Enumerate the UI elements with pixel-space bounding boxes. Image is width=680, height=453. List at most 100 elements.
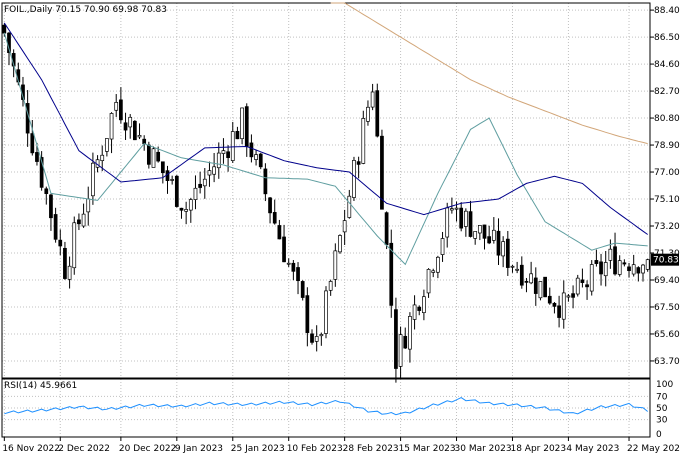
candle-body bbox=[258, 153, 263, 168]
candle-body bbox=[324, 290, 328, 334]
candle-body bbox=[389, 242, 394, 306]
moving-average-line bbox=[3, 32, 648, 266]
x-tick-label: 15 Mar 2023 bbox=[399, 444, 456, 453]
candle-body bbox=[100, 154, 105, 161]
candle-body bbox=[174, 175, 179, 207]
candle-body bbox=[35, 152, 39, 162]
candle-body bbox=[249, 142, 254, 158]
candle-body bbox=[370, 91, 375, 108]
candle-body bbox=[524, 281, 529, 283]
candle-body bbox=[515, 268, 520, 271]
candle-body bbox=[622, 262, 627, 265]
symbol-header: FOIL.,Daily 70.15 70.90 69.98 70.83 bbox=[4, 5, 167, 15]
candle-body bbox=[580, 279, 585, 283]
candle-body bbox=[291, 262, 296, 272]
y-tick-label: 65.60 bbox=[654, 330, 680, 340]
x-tick-label: 20 Dec 2022 bbox=[119, 444, 177, 453]
candle-body bbox=[146, 144, 151, 165]
candle-body bbox=[408, 316, 412, 350]
candle-body bbox=[599, 261, 603, 275]
candle-body bbox=[314, 336, 319, 342]
candle-body bbox=[310, 333, 314, 343]
candle-body bbox=[403, 335, 408, 349]
candle-body bbox=[463, 210, 468, 227]
y-tick-label: 77.00 bbox=[654, 168, 680, 178]
candle-body bbox=[552, 302, 557, 307]
candlestick-series bbox=[2, 23, 650, 383]
candle-body bbox=[575, 277, 580, 295]
y-tick-label: 67.50 bbox=[654, 303, 680, 313]
candle-body bbox=[482, 224, 487, 239]
candle-body bbox=[184, 209, 189, 212]
candle-body bbox=[366, 106, 370, 122]
x-tick-label: 16 Nov 2022 bbox=[2, 444, 60, 453]
candle-body bbox=[529, 273, 533, 284]
candle-body bbox=[254, 154, 258, 160]
candle-body bbox=[2, 24, 7, 34]
candle-body bbox=[216, 152, 221, 169]
candle-body bbox=[342, 220, 347, 233]
candle-body bbox=[230, 131, 235, 161]
candle-body bbox=[519, 264, 524, 286]
candle-body bbox=[468, 211, 473, 237]
candle-body bbox=[538, 281, 543, 299]
x-tick-label: 10 Feb 2023 bbox=[287, 444, 343, 453]
rsi-tick-label: 50 bbox=[656, 404, 668, 414]
moving-average-line bbox=[3, 22, 648, 235]
candle-body bbox=[207, 170, 212, 176]
candle-body bbox=[328, 281, 333, 291]
candle-body bbox=[105, 138, 109, 152]
candle-body bbox=[571, 293, 575, 298]
candle-body bbox=[160, 161, 165, 174]
candle-body bbox=[543, 276, 547, 298]
y-tick-label: 86.50 bbox=[654, 33, 680, 43]
candle-body bbox=[39, 157, 44, 188]
candle-body bbox=[151, 148, 156, 168]
candle-body bbox=[58, 239, 63, 247]
candle-body bbox=[67, 265, 72, 280]
candle-body bbox=[426, 269, 431, 294]
candle-body bbox=[491, 229, 496, 241]
candle-body bbox=[193, 187, 198, 200]
candle-body bbox=[305, 295, 310, 333]
candle-body bbox=[202, 178, 207, 187]
candle-body bbox=[645, 259, 650, 270]
candle-body bbox=[221, 150, 226, 154]
candle-body bbox=[119, 99, 123, 121]
moving-average-line bbox=[330, 2, 648, 145]
price-axis-labels: 88.40 86.50 84.60 82.70 80.80 78.90 77.00 75.10… bbox=[650, 6, 680, 367]
candle-body bbox=[440, 238, 445, 255]
candle-body bbox=[394, 309, 398, 369]
candle-body bbox=[132, 120, 137, 141]
y-tick-label: 75.10 bbox=[654, 195, 680, 205]
y-tick-label: 84.60 bbox=[654, 60, 680, 70]
candle-body bbox=[188, 199, 193, 211]
candle-body bbox=[627, 266, 631, 272]
y-tick-label: 78.90 bbox=[654, 141, 680, 151]
rsi-series-line bbox=[4, 397, 649, 416]
rsi-tick-label: 30 bbox=[656, 416, 668, 426]
candle-body bbox=[510, 265, 515, 268]
rsi-line bbox=[4, 397, 649, 416]
x-tick-label: 28 Feb 2023 bbox=[343, 444, 399, 453]
candle-body bbox=[459, 207, 464, 229]
candle-body bbox=[347, 195, 352, 218]
price-pane-frame bbox=[1, 2, 651, 379]
candle-body bbox=[198, 183, 202, 188]
candle-body bbox=[179, 207, 184, 211]
candle-body bbox=[641, 264, 645, 274]
candle-body bbox=[384, 212, 389, 246]
candle-body bbox=[319, 334, 324, 337]
candle-body bbox=[263, 168, 268, 195]
candle-body bbox=[594, 260, 599, 264]
candle-body bbox=[77, 219, 81, 225]
candle-body bbox=[272, 212, 277, 224]
candle-body bbox=[296, 267, 300, 282]
candle-body bbox=[53, 214, 58, 240]
rsi-axis-labels: 100 70 50 30 0 bbox=[656, 380, 673, 440]
candle-body bbox=[454, 207, 459, 210]
x-tick-label: 18 Apr 2023 bbox=[510, 444, 566, 453]
rsi-tick-label: 0 bbox=[656, 430, 662, 440]
candle-body bbox=[114, 102, 119, 111]
y-tick-label: 88.40 bbox=[654, 6, 680, 16]
